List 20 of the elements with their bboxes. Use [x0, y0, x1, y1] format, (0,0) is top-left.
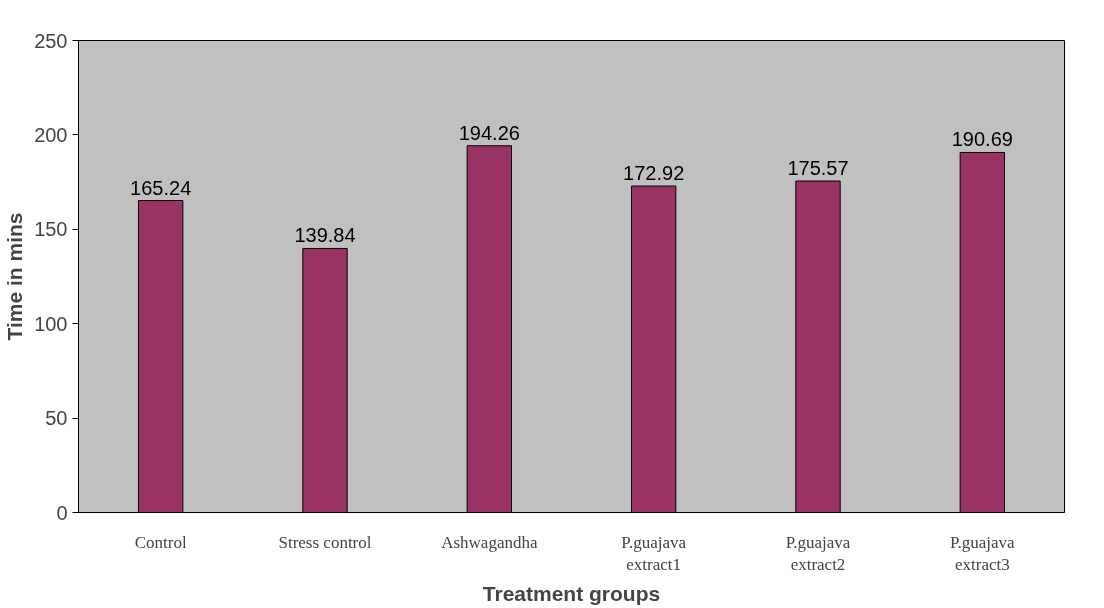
y-tick-label: 150 [34, 218, 68, 241]
data-label: 190.69 [951, 128, 1013, 151]
data-label: 194.26 [458, 121, 520, 144]
x-tick-label: P.guajava extract2 [785, 532, 851, 575]
x-tick-label: Control [134, 532, 187, 552]
data-label: 172.92 [623, 162, 685, 185]
y-axis-title: Time in mins [3, 212, 27, 341]
y-tick-label: 0 [56, 501, 68, 524]
x-tick-label: P.guajava extract1 [621, 532, 687, 575]
y-tick-label: 100 [34, 312, 68, 335]
data-label: 139.84 [294, 224, 356, 247]
y-tick-label: 200 [34, 123, 68, 146]
x-tick-label: Ashwagandha [441, 532, 538, 552]
y-tick-label: 50 [45, 407, 68, 430]
x-axis-title: Treatment groups [482, 582, 661, 606]
y-tick-label: 250 [34, 29, 68, 52]
x-tick-label: P.guajava extract3 [949, 532, 1016, 575]
data-label: 165.24 [130, 176, 192, 199]
x-tick-label: Stress control [278, 532, 372, 552]
data-label: 175.57 [787, 157, 849, 180]
